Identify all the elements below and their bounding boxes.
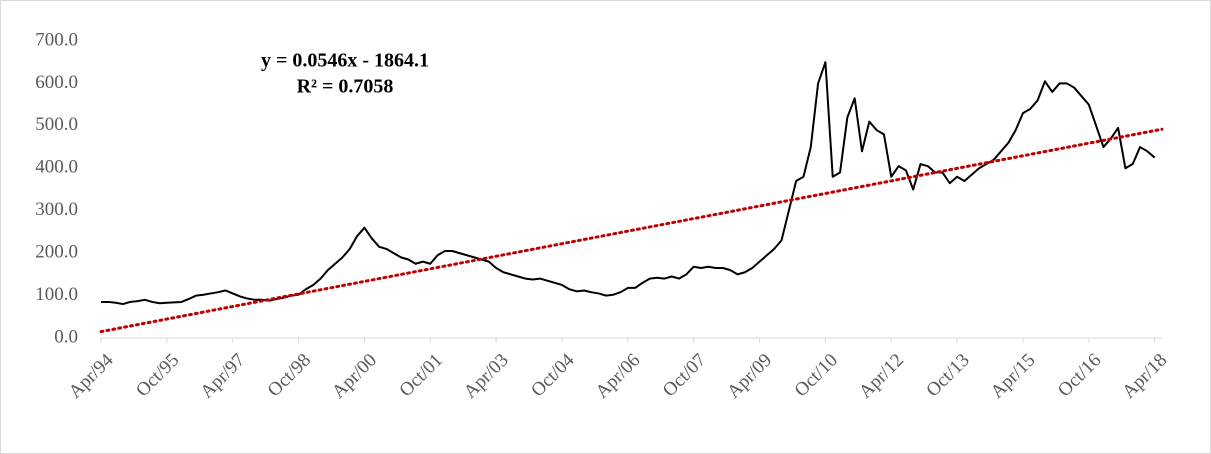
y-tick-label: 700.0: [35, 29, 78, 50]
y-tick-label: 400.0: [35, 157, 78, 178]
y-tick-label: 500.0: [35, 114, 78, 135]
r-squared: R² = 0.7058: [297, 76, 394, 98]
y-tick-label: 200.0: [35, 242, 78, 263]
trendline: [99, 127, 1164, 334]
y-tick-label: 300.0: [35, 199, 78, 220]
line-series: [101, 61, 1156, 306]
y-tick-label: 600.0: [35, 72, 78, 93]
y-tick-label: 0.0: [54, 326, 78, 347]
y-tick-label: 100.0: [35, 284, 78, 305]
equation: y = 0.0546x - 1864.1: [261, 50, 429, 72]
